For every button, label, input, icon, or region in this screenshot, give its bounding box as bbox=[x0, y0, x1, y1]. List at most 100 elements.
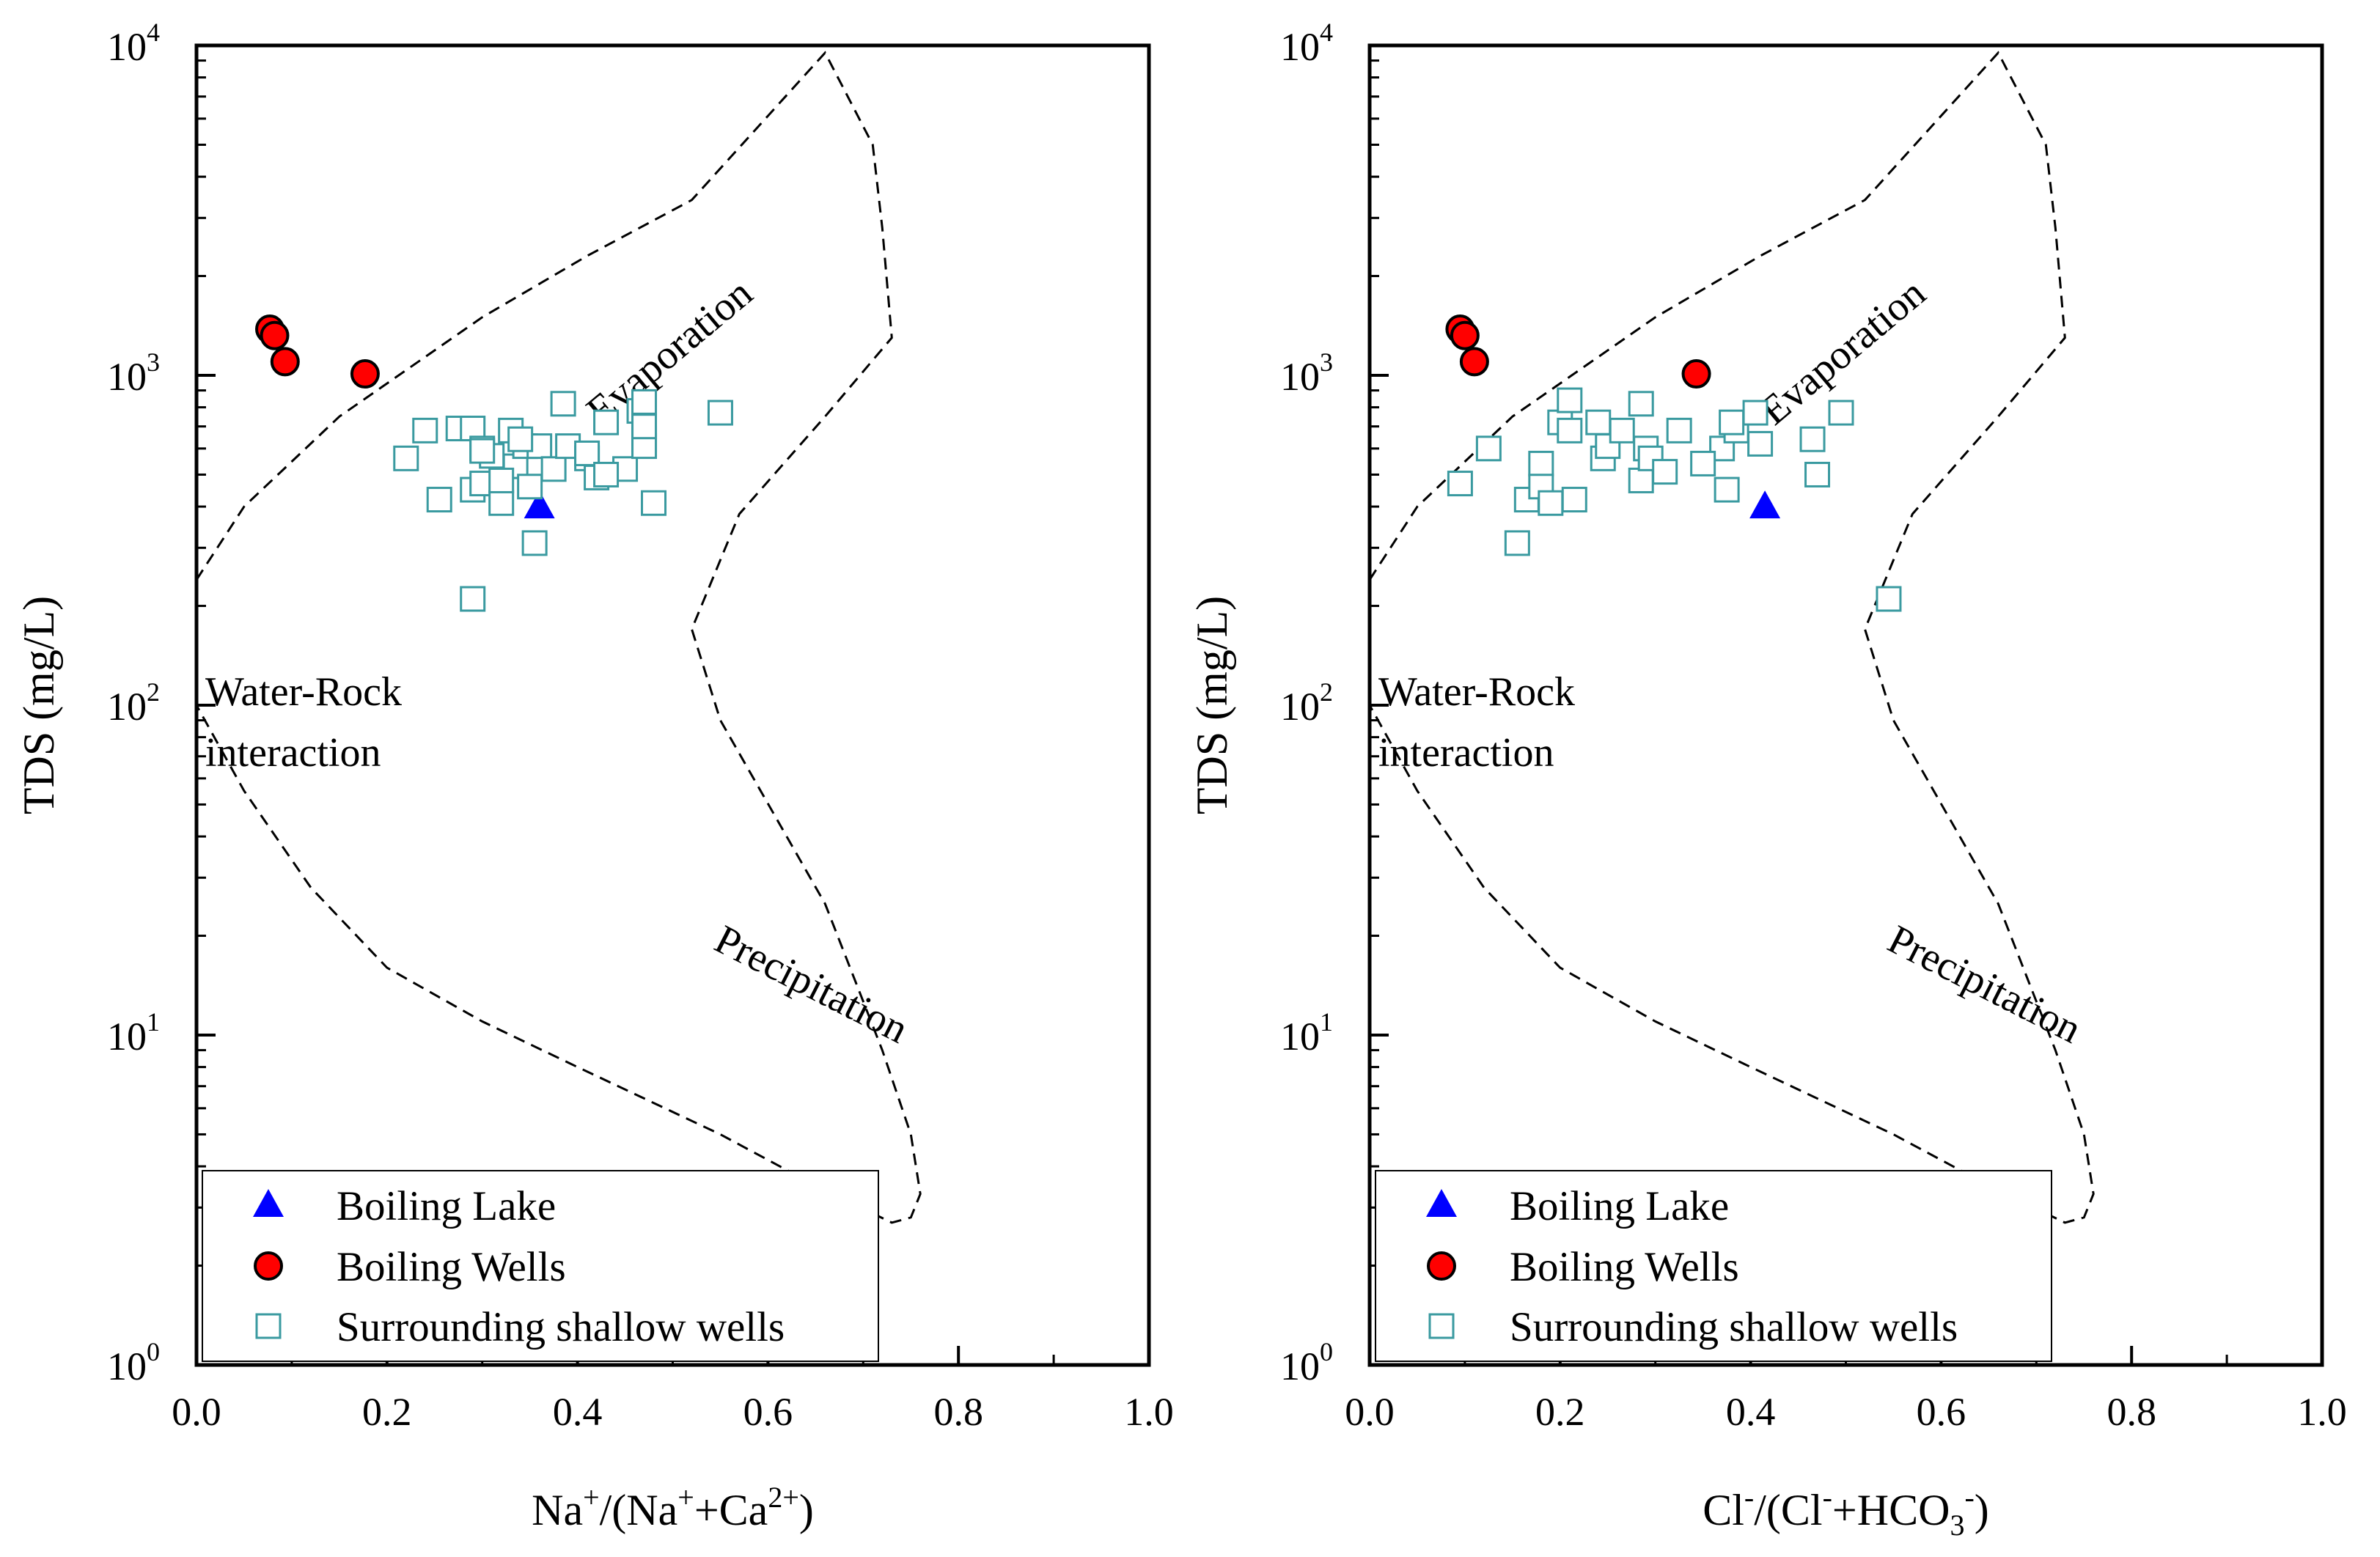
x-tick-label: 0.4 bbox=[553, 1390, 603, 1434]
x-tick-label: 0.8 bbox=[2107, 1390, 2156, 1434]
panel-left: 0.0 0.2 0.4 0.6 0.8 1.0 100 101 102 103 104 TDS (mg… bbox=[15, 18, 1174, 1534]
region-label-precipitation: Precipitation bbox=[708, 916, 915, 1052]
region-label-interaction: interaction bbox=[205, 730, 381, 776]
legend-marker-boiling-lake bbox=[253, 1189, 284, 1217]
data-point-shallow-well bbox=[574, 440, 600, 466]
data-point-boiling-well bbox=[1459, 347, 1489, 377]
legend-label: Surrounding shallow wells bbox=[337, 1304, 785, 1350]
data-point-shallow-well bbox=[540, 456, 567, 482]
legend-marker-boiling-wells bbox=[1427, 1251, 1456, 1281]
data-point-boiling-well bbox=[270, 347, 300, 377]
data-point-shallow-well bbox=[1876, 586, 1902, 612]
legend-label: Boiling Lake bbox=[1510, 1183, 1729, 1229]
y-axis-title: TDS (mg/L) bbox=[1188, 596, 1236, 814]
data-point-boiling-well bbox=[260, 320, 290, 350]
region-label-interaction: interaction bbox=[1378, 730, 1554, 776]
legend: Boiling Lake Boiling Wells Surrounding sha… bbox=[1375, 1170, 2052, 1362]
data-point-shallow-well bbox=[517, 474, 543, 500]
legend-marker-boiling-lake bbox=[1426, 1189, 1457, 1217]
data-point-shallow-well bbox=[1557, 417, 1583, 443]
data-point-shallow-well bbox=[550, 391, 576, 417]
data-point-boiling-lake bbox=[524, 490, 555, 519]
panel-right: 0.0 0.2 0.4 0.6 0.8 1.0 100 101 102 103 104 TDS (mg… bbox=[1188, 18, 2347, 1542]
y-tick-label: 101 bbox=[1280, 1007, 1333, 1059]
data-point-shallow-well bbox=[1628, 391, 1654, 417]
data-point-shallow-well bbox=[1652, 459, 1678, 485]
y-tick-label: 103 bbox=[107, 347, 160, 399]
x-tick-label: 1.0 bbox=[2297, 1390, 2347, 1434]
data-point-shallow-well bbox=[1666, 417, 1692, 443]
legend-label: Boiling Wells bbox=[1510, 1244, 1739, 1290]
region-label-evaporation: Evaporation bbox=[579, 270, 762, 434]
data-point-shallow-well bbox=[1447, 471, 1473, 497]
y-tick-label: 104 bbox=[107, 18, 160, 69]
x-tick-label: 0.0 bbox=[172, 1390, 221, 1434]
data-point-shallow-well bbox=[1747, 430, 1774, 457]
data-point-shallow-well bbox=[641, 490, 667, 516]
envelope-boundary bbox=[1370, 51, 2095, 1224]
region-label-water-rock: Water-Rock bbox=[1378, 669, 1575, 715]
legend-marker-shallow-wells bbox=[1428, 1313, 1455, 1339]
region-label-precipitation: Precipitation bbox=[1881, 916, 2088, 1052]
data-point-shallow-well bbox=[1538, 490, 1564, 516]
y-tick-label: 102 bbox=[107, 677, 160, 729]
envelope-boundary bbox=[197, 51, 922, 1224]
y-tick-label: 100 bbox=[1280, 1337, 1333, 1388]
legend-label: Surrounding shallow wells bbox=[1510, 1304, 1958, 1350]
data-point-shallow-well bbox=[1714, 476, 1740, 503]
x-tick-label: 0.4 bbox=[1726, 1390, 1776, 1434]
data-point-shallow-well bbox=[1719, 409, 1745, 435]
x-tick-label: 0.0 bbox=[1345, 1390, 1395, 1434]
data-point-shallow-well bbox=[488, 467, 515, 493]
region-label-water-rock: Water-Rock bbox=[205, 669, 402, 715]
x-tick-label: 0.6 bbox=[1917, 1390, 1966, 1434]
data-point-shallow-well bbox=[1561, 487, 1587, 513]
legend-label: Boiling Wells bbox=[337, 1244, 566, 1290]
data-point-shallow-well bbox=[1609, 417, 1635, 443]
data-point-shallow-well bbox=[426, 487, 452, 513]
data-point-shallow-well bbox=[631, 413, 658, 440]
data-point-shallow-well bbox=[1804, 461, 1831, 487]
x-tick-label: 0.2 bbox=[362, 1390, 412, 1434]
data-point-shallow-well bbox=[412, 417, 438, 443]
data-point-shallow-well bbox=[393, 445, 419, 471]
legend-label: Boiling Lake bbox=[337, 1183, 556, 1229]
data-point-shallow-well bbox=[1585, 409, 1612, 435]
legend: Boiling Lake Boiling Wells Surrounding sha… bbox=[202, 1170, 879, 1362]
data-point-boiling-well bbox=[1450, 320, 1480, 350]
data-point-shallow-well bbox=[469, 438, 496, 464]
data-point-shallow-well bbox=[460, 586, 486, 612]
y-tick-label: 100 bbox=[107, 1337, 160, 1388]
x-tick-label: 0.6 bbox=[743, 1390, 793, 1434]
data-point-shallow-well bbox=[593, 409, 620, 435]
data-point-shallow-well bbox=[1828, 400, 1854, 426]
legend-box bbox=[1375, 1170, 2052, 1362]
data-point-shallow-well bbox=[488, 490, 515, 516]
data-point-shallow-well bbox=[507, 426, 534, 452]
data-point-shallow-well bbox=[521, 530, 548, 556]
legend-marker-boiling-wells bbox=[254, 1251, 283, 1281]
legend-box bbox=[202, 1170, 879, 1362]
data-point-shallow-well bbox=[1690, 450, 1716, 476]
data-point-shallow-well bbox=[1528, 450, 1554, 476]
data-point-shallow-well bbox=[707, 400, 733, 426]
x-axis-title: Na+/(Na++Ca2+) bbox=[532, 1481, 814, 1534]
data-point-shallow-well bbox=[631, 389, 658, 415]
y-tick-label: 103 bbox=[1280, 347, 1333, 399]
data-point-boiling-well bbox=[1681, 359, 1711, 389]
y-tick-label: 104 bbox=[1280, 18, 1333, 69]
data-point-shallow-well bbox=[1628, 467, 1654, 493]
x-tick-label: 0.2 bbox=[1535, 1390, 1585, 1434]
y-tick-label: 101 bbox=[107, 1007, 160, 1059]
data-point-shallow-well bbox=[1475, 435, 1502, 462]
data-point-shallow-well bbox=[1557, 387, 1583, 413]
y-tick-label: 102 bbox=[1280, 677, 1333, 729]
data-point-shallow-well bbox=[1799, 426, 1826, 452]
y-axis-title: TDS (mg/L) bbox=[15, 596, 63, 814]
data-point-shallow-well bbox=[593, 461, 620, 487]
data-point-boiling-well bbox=[350, 359, 380, 389]
data-point-shallow-well bbox=[1504, 530, 1530, 556]
data-point-boiling-lake bbox=[1749, 490, 1781, 519]
